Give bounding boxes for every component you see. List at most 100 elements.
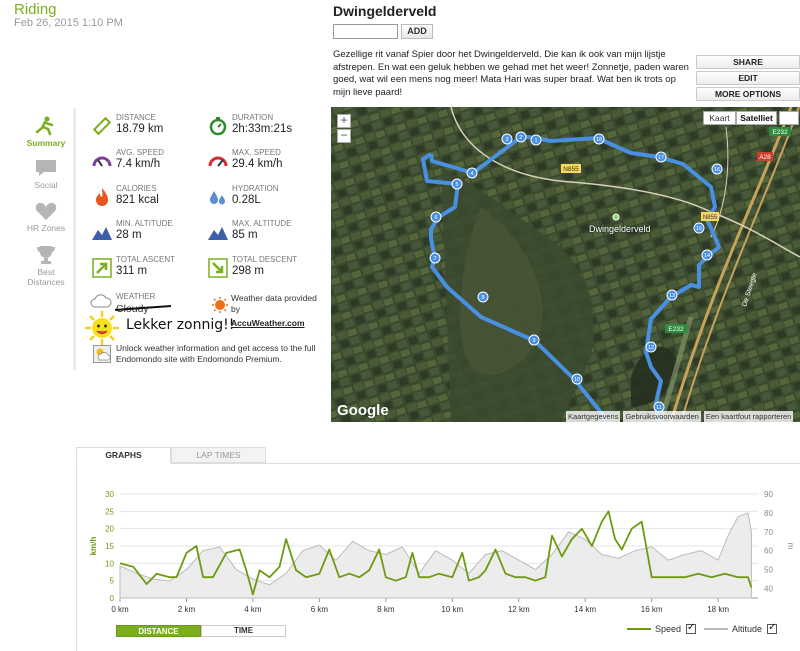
tab-lap-times[interactable]: LAP TIMES bbox=[171, 447, 266, 463]
km-marker bbox=[655, 151, 667, 163]
y-tick-label-left: 25 bbox=[105, 507, 114, 516]
km-marker bbox=[477, 291, 489, 303]
side-tabs-divider bbox=[73, 108, 76, 370]
stopwatch-icon bbox=[209, 117, 227, 136]
altitude-legend-label: Altitude bbox=[732, 624, 763, 634]
y-tick-label-left: 5 bbox=[110, 577, 115, 586]
speed-legend-swatch bbox=[627, 628, 651, 630]
zoom-in-button[interactable]: + bbox=[337, 114, 351, 128]
unlock-premium-text[interactable]: Unlock weather information and get acces… bbox=[116, 343, 316, 364]
side-tab-label: Social bbox=[34, 180, 58, 190]
toggle-time-button[interactable]: TIME bbox=[201, 625, 286, 637]
side-tab-label: Best Distances bbox=[27, 267, 65, 287]
side-tab-label: HR Zones bbox=[26, 223, 66, 233]
stat-value: 0.28L bbox=[232, 194, 261, 206]
y-tick-label-right: 50 bbox=[764, 566, 773, 575]
activity-date: Feb 26, 2015 1:10 PM bbox=[14, 17, 123, 29]
mountain-icon bbox=[92, 227, 112, 240]
y-tick-label-right: 80 bbox=[764, 509, 773, 518]
cloud-icon bbox=[90, 294, 112, 308]
km-marker-label: 16 bbox=[714, 167, 720, 173]
y-tick-label-right: 60 bbox=[764, 547, 773, 556]
side-tab-summary[interactable]: Summary bbox=[20, 116, 72, 148]
map-place-label: Dwingelderveld bbox=[589, 224, 651, 234]
weather-label: WEATHER bbox=[116, 292, 156, 301]
km-marker bbox=[430, 211, 442, 223]
speed-checkbox[interactable] bbox=[686, 622, 697, 634]
mountain-icon bbox=[208, 227, 228, 240]
map-type-kaart-button[interactable]: Kaart bbox=[703, 111, 736, 125]
terms-link[interactable]: Gebruiksvoorwaarden bbox=[623, 411, 701, 422]
stat-value: 311 m bbox=[116, 265, 148, 277]
workout-title[interactable]: Dwingelderveld bbox=[333, 3, 437, 19]
km-marker bbox=[530, 134, 542, 146]
y-tick-label-right: 70 bbox=[764, 528, 773, 537]
map-footer: Kaartgegevens Gebruiksvoorwaarden Een ka… bbox=[566, 411, 794, 422]
tab-graphs[interactable]: GRAPHS bbox=[76, 447, 171, 464]
x-tick-label: 18 km bbox=[707, 605, 729, 614]
y-tick-label-left: 15 bbox=[105, 542, 114, 551]
map-type-satelliet-button[interactable]: Satelliet bbox=[736, 111, 777, 125]
stat-label: AVG. SPEED bbox=[116, 148, 164, 157]
stat-value: 821 kcal bbox=[116, 194, 159, 206]
zoom-out-button[interactable]: − bbox=[337, 129, 351, 143]
stat-label: TOTAL ASCENT bbox=[116, 255, 175, 264]
accuweather-link[interactable]: AccuWeather.com bbox=[231, 318, 305, 328]
km-marker-label: 17 bbox=[658, 155, 664, 161]
tag-input[interactable] bbox=[333, 24, 398, 39]
weather-annotation: Lekker zonnig!! bbox=[126, 317, 235, 333]
km-marker-label: 5 bbox=[455, 182, 458, 188]
x-tick-label: 14 km bbox=[574, 605, 596, 614]
x-tick-label: 16 km bbox=[641, 605, 663, 614]
speedometer-icon bbox=[92, 156, 112, 167]
flame-icon bbox=[96, 188, 108, 206]
fullscreen-icon[interactable] bbox=[779, 111, 799, 125]
chart-legend: Speed Altitude bbox=[627, 622, 778, 634]
stat-label: CALORIES bbox=[116, 184, 157, 193]
km-marker bbox=[593, 133, 605, 145]
side-tab-best-distances[interactable]: Best Distances bbox=[20, 245, 72, 287]
rider-icon bbox=[35, 116, 54, 136]
km-marker bbox=[515, 131, 527, 143]
workout-description[interactable]: Gezellige rit vanaf Spier door het Dwing… bbox=[333, 49, 689, 99]
road-label: E232 bbox=[772, 129, 788, 136]
tabs-divider bbox=[76, 463, 800, 464]
series-altitude bbox=[119, 512, 752, 599]
stat-label: MAX. SPEED bbox=[232, 148, 281, 157]
y-tick-label-right: 90 bbox=[764, 490, 773, 499]
edit-button[interactable]: EDIT bbox=[696, 71, 800, 85]
x-tick-label: 6 km bbox=[311, 605, 329, 614]
km-marker bbox=[693, 222, 705, 234]
km-marker-label: 13 bbox=[669, 293, 675, 299]
road-label: N855 bbox=[563, 166, 579, 173]
km-marker-label: 11 bbox=[656, 405, 662, 411]
km-marker-label: 2 bbox=[519, 135, 522, 141]
toggle-distance-button[interactable]: DISTANCE bbox=[116, 625, 201, 637]
km-marker bbox=[528, 334, 540, 346]
speed-altitude-chart[interactable]: 0 5 10 15 20 25 30 40 50 60 70 80 90 0 km 2 km 4 km 6 km… bbox=[80, 484, 800, 620]
heart-icon bbox=[35, 202, 57, 220]
map-data-link[interactable]: Kaartgegevens bbox=[566, 411, 621, 422]
weather-data-label: Weather data provided by bbox=[231, 293, 317, 314]
side-tab-hr-zones[interactable]: HR Zones bbox=[20, 201, 72, 233]
km-marker-label: 4 bbox=[470, 171, 473, 177]
speed-legend-label: Speed bbox=[655, 624, 682, 634]
side-tab-social[interactable]: Social bbox=[20, 158, 72, 190]
altitude-checkbox[interactable] bbox=[767, 622, 778, 634]
km-marker-label: 3 bbox=[505, 137, 508, 143]
road-label: N855 bbox=[703, 215, 718, 221]
y-tick-label-right: 40 bbox=[764, 585, 773, 594]
more-options-button[interactable]: MORE OPTIONS bbox=[696, 87, 800, 101]
speedometer-max-icon bbox=[208, 156, 228, 167]
ruler-icon bbox=[92, 116, 112, 136]
km-marker bbox=[701, 249, 713, 261]
km-marker-label: 6 bbox=[434, 215, 437, 221]
add-button[interactable]: ADD bbox=[401, 24, 433, 39]
report-error-link[interactable]: Een kaartfout rapporteren bbox=[703, 411, 794, 422]
km-marker-label: 10 bbox=[574, 377, 580, 383]
map-canvas[interactable]: N855 A28 E232 E232 N855 De Steegte 12345… bbox=[331, 107, 800, 422]
stat-value: 18.79 km bbox=[116, 123, 164, 135]
km-marker-label: 7 bbox=[433, 256, 436, 262]
share-button[interactable]: SHARE bbox=[696, 55, 800, 69]
